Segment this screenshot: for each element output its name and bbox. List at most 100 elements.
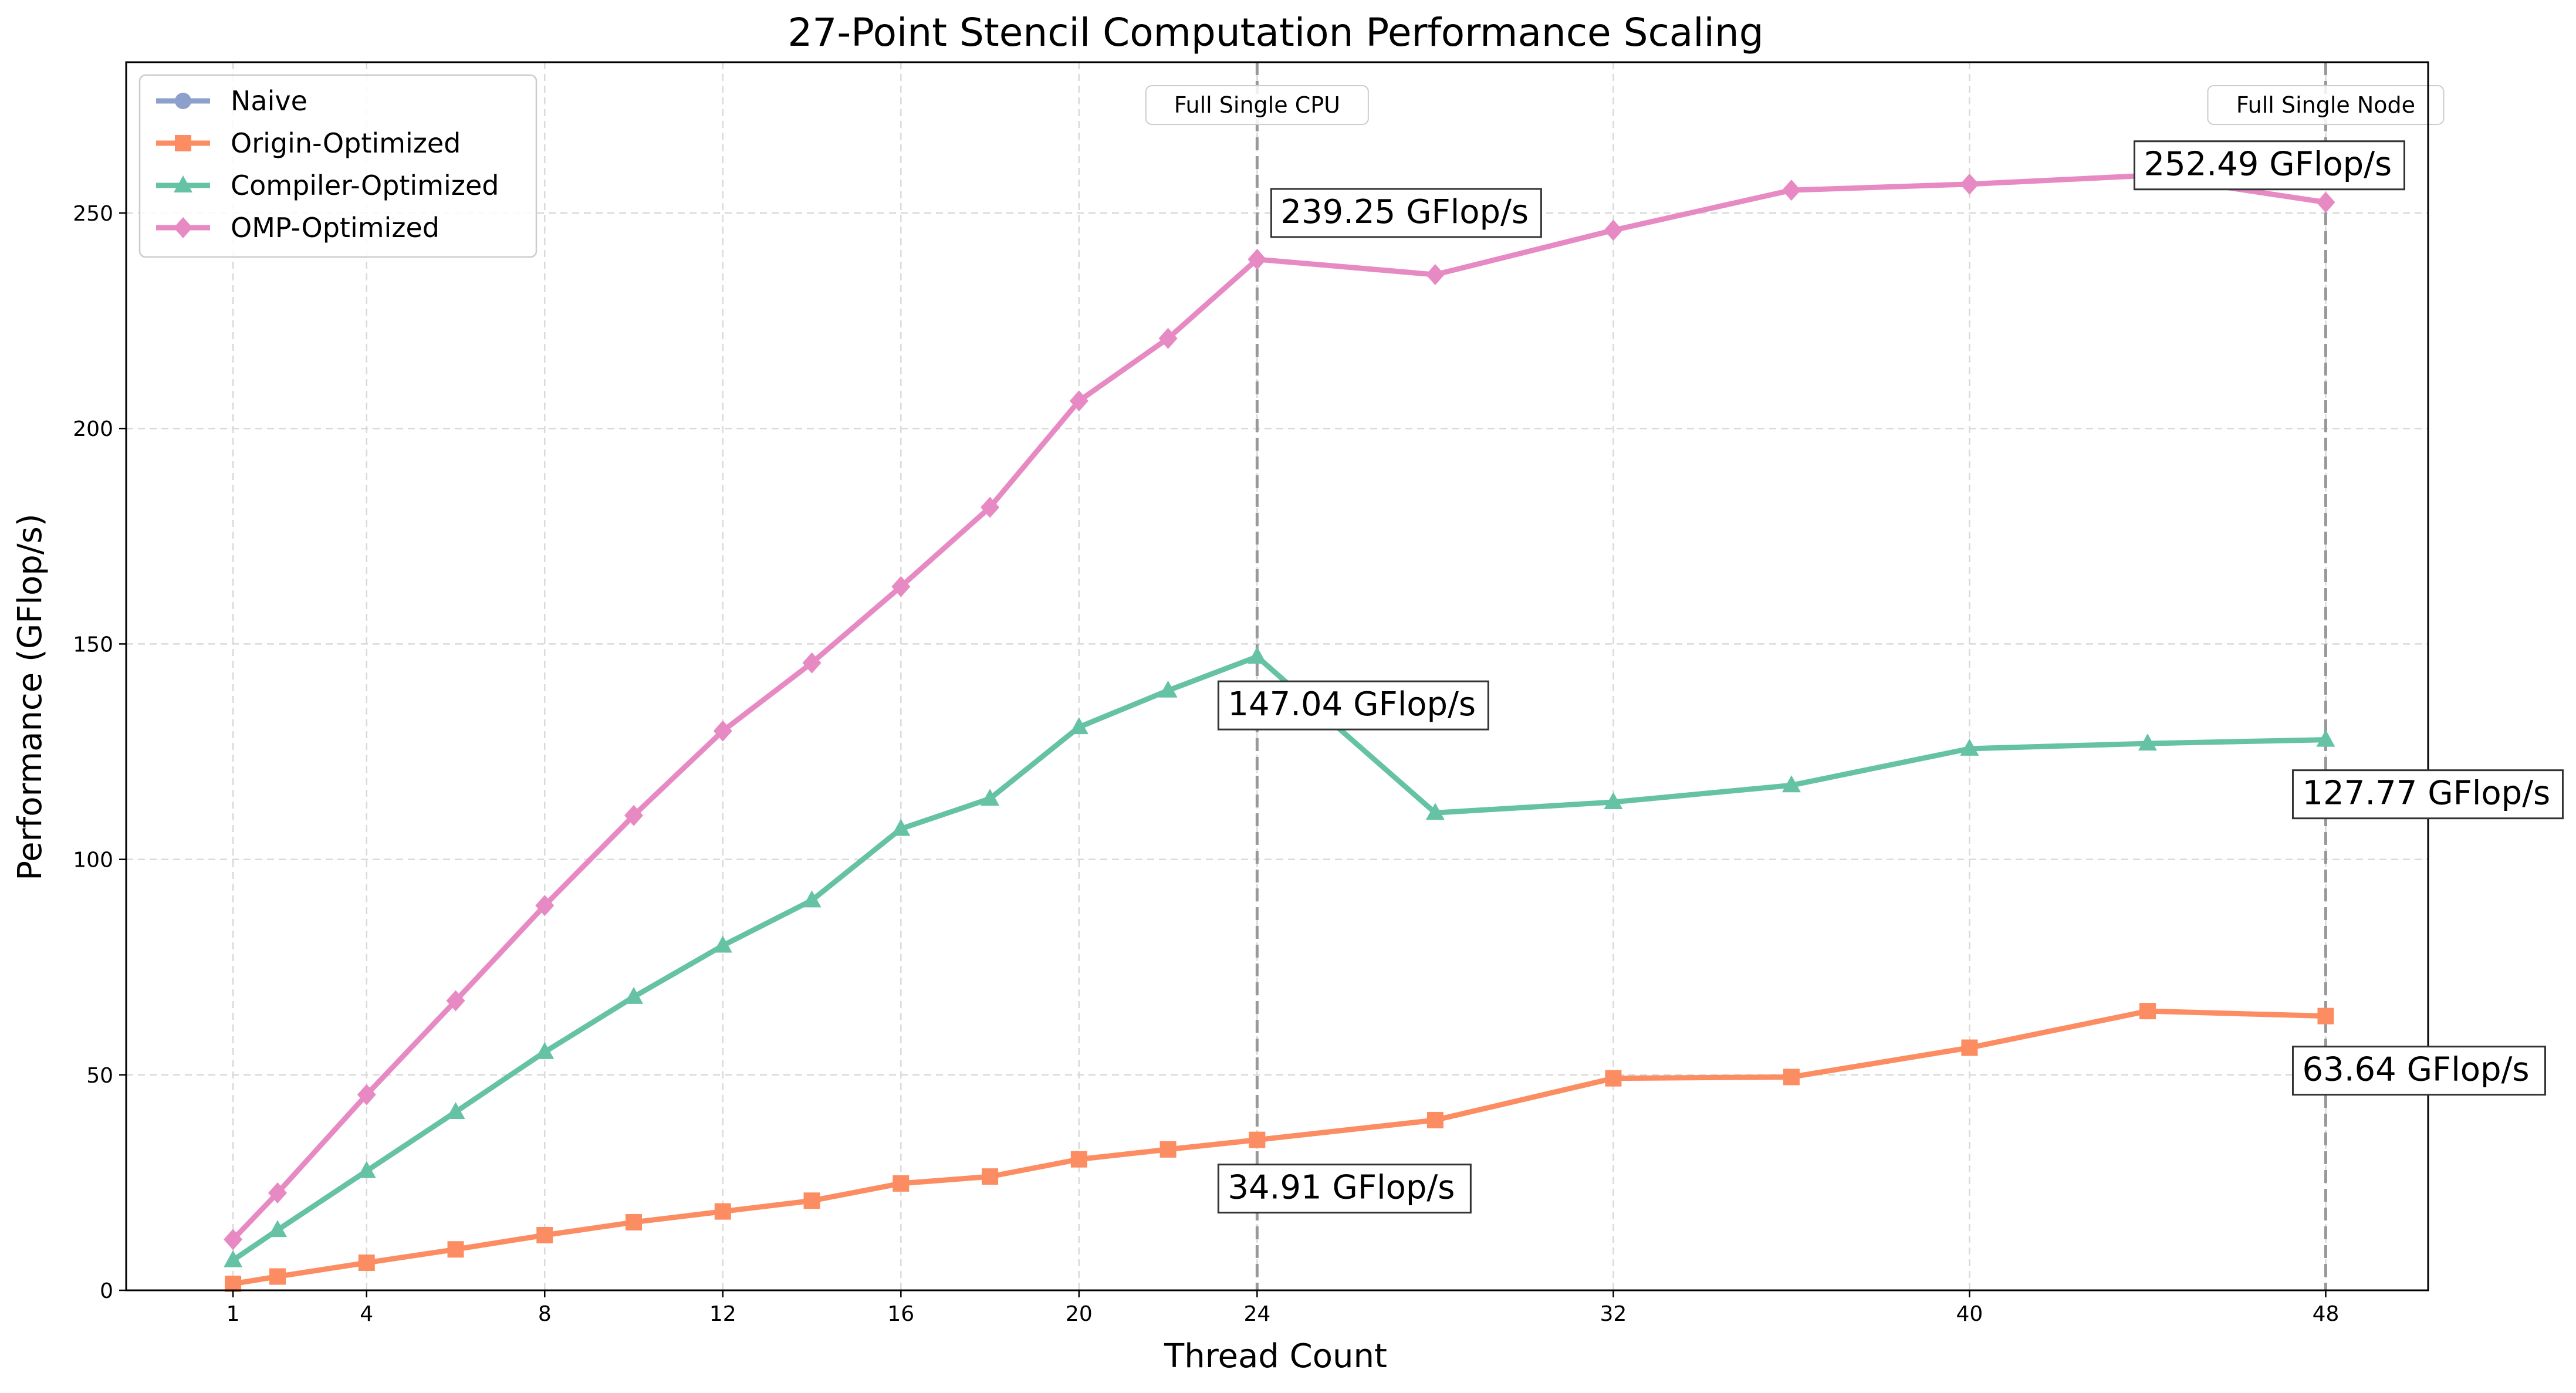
square-marker xyxy=(893,1175,910,1192)
square-marker xyxy=(2139,1003,2156,1020)
diamond-marker xyxy=(1425,264,1445,286)
square-marker xyxy=(269,1268,286,1285)
x-tick-label: 8 xyxy=(538,1302,552,1326)
x-axis-ticks: 1 4 8 12 16 20 24 32 40 48 xyxy=(227,1290,2340,1326)
x-tick-label: 16 xyxy=(887,1302,914,1326)
y-tick-label: 0 xyxy=(100,1279,113,1303)
diamond-marker xyxy=(268,1182,287,1204)
triangle-marker xyxy=(802,890,822,908)
square-marker xyxy=(447,1241,464,1258)
y-axis-ticks: 0 50 100 150 200 250 xyxy=(73,202,126,1303)
diamond-marker xyxy=(1960,173,1979,195)
square-marker xyxy=(1783,1069,1800,1086)
triangle-marker xyxy=(1069,717,1088,735)
square-marker xyxy=(714,1203,731,1220)
triangle-marker xyxy=(891,819,911,836)
y-tick-label: 100 xyxy=(73,848,113,873)
triangle-marker xyxy=(2138,733,2157,751)
x-tick-label: 12 xyxy=(709,1302,736,1326)
legend-box xyxy=(138,74,537,258)
diamond-marker xyxy=(981,496,1000,518)
triangle-marker xyxy=(224,1250,243,1267)
reference-line-label: Full Single Node xyxy=(2236,92,2415,118)
x-tick-label: 32 xyxy=(1600,1302,1627,1326)
diamond-marker xyxy=(224,1229,243,1250)
triangle-marker xyxy=(624,986,644,1004)
circle-marker xyxy=(175,93,191,109)
plot-frame xyxy=(125,61,2429,1291)
annotation-box xyxy=(2291,769,2564,820)
triangle-marker xyxy=(1604,792,1623,809)
triangle-marker xyxy=(535,1042,555,1059)
annotation-label: 34.91 GFlop/s xyxy=(1228,1169,1455,1207)
triangle-marker xyxy=(1781,775,1801,793)
square-marker xyxy=(175,135,191,151)
y-tick-label: 150 xyxy=(73,633,113,657)
triangle-marker xyxy=(446,1101,465,1119)
annotation-box xyxy=(1217,680,1489,731)
square-marker xyxy=(1426,1111,1443,1128)
y-tick-label: 50 xyxy=(86,1064,113,1088)
x-axis-label: Thread Count xyxy=(1164,1337,1387,1375)
annotation-box xyxy=(2133,140,2405,191)
annotation-label: 127.77 GFlop/s xyxy=(2302,775,2550,813)
diamond-marker xyxy=(357,1084,376,1105)
diamond-marker xyxy=(624,804,644,826)
legend-label: OMP-Optimized xyxy=(231,212,440,244)
annotation-box xyxy=(2291,1046,2546,1096)
annotations: 239.25 GFlop/s 147.04 GFlop/s 34.91 GFlop/… xyxy=(1217,140,2564,1214)
legend-label: Compiler-Optimized xyxy=(231,170,499,201)
annotation-label: 147.04 GFlop/s xyxy=(1228,685,1476,723)
x-tick-label: 1 xyxy=(227,1302,240,1326)
diamond-marker xyxy=(802,652,822,674)
legend-label: Origin-Optimized xyxy=(231,127,461,159)
annotation-label: 252.49 GFlop/s xyxy=(2144,146,2392,184)
triangle-marker xyxy=(268,1220,287,1238)
diamond-marker xyxy=(1158,327,1178,349)
triangle-marker xyxy=(2316,729,2335,747)
legend-label: Naive xyxy=(231,85,307,117)
reference-line-label: Full Single CPU xyxy=(1174,92,1340,118)
triangle-marker xyxy=(981,789,1000,806)
legend: Naive Origin-Optimized Compiler-Optimized O… xyxy=(138,74,537,258)
triangle-marker xyxy=(357,1161,376,1178)
diamond-marker xyxy=(1069,390,1088,412)
square-marker xyxy=(1605,1070,1622,1087)
square-marker xyxy=(1159,1141,1177,1158)
triangle-marker xyxy=(1425,803,1445,820)
diamond-marker xyxy=(1781,180,1801,201)
x-tick-label: 40 xyxy=(1956,1302,1983,1326)
y-tick-label: 200 xyxy=(73,417,113,441)
y-axis-label: Performance (GFlop/s) xyxy=(11,513,49,880)
reference-line-label-box xyxy=(1145,85,1369,125)
triangle-marker xyxy=(1960,738,1979,756)
annotation-box xyxy=(1270,188,1542,238)
triangle-marker xyxy=(174,175,192,192)
diamond-marker xyxy=(535,895,555,917)
reference-line-label-box xyxy=(2207,85,2445,125)
x-tick-label: 48 xyxy=(2313,1302,2340,1326)
square-marker xyxy=(1961,1039,1978,1056)
diamond-marker xyxy=(1604,219,1623,241)
x-tick-label: 4 xyxy=(360,1302,373,1326)
annotation-label: 239.25 GFlop/s xyxy=(1280,193,1529,231)
diamond-marker xyxy=(713,720,732,742)
triangle-marker xyxy=(713,935,732,953)
chart-title: 27-Point Stencil Computation Performance… xyxy=(787,10,1763,55)
diamond-marker xyxy=(1248,248,1267,270)
annotation-label: 63.64 GFlop/s xyxy=(2302,1051,2529,1089)
square-marker xyxy=(225,1275,242,1292)
triangle-marker xyxy=(1248,647,1267,664)
diamond-marker xyxy=(446,990,465,1012)
diamond-marker xyxy=(174,217,192,238)
square-marker xyxy=(2317,1007,2334,1025)
x-tick-label: 24 xyxy=(1243,1302,1270,1326)
square-marker xyxy=(1249,1131,1266,1148)
x-tick-label: 20 xyxy=(1066,1302,1093,1326)
y-tick-label: 250 xyxy=(73,202,113,226)
square-marker xyxy=(982,1168,999,1185)
annotation-box xyxy=(1217,1164,1472,1214)
square-marker xyxy=(358,1254,375,1271)
triangle-marker xyxy=(1158,680,1178,698)
